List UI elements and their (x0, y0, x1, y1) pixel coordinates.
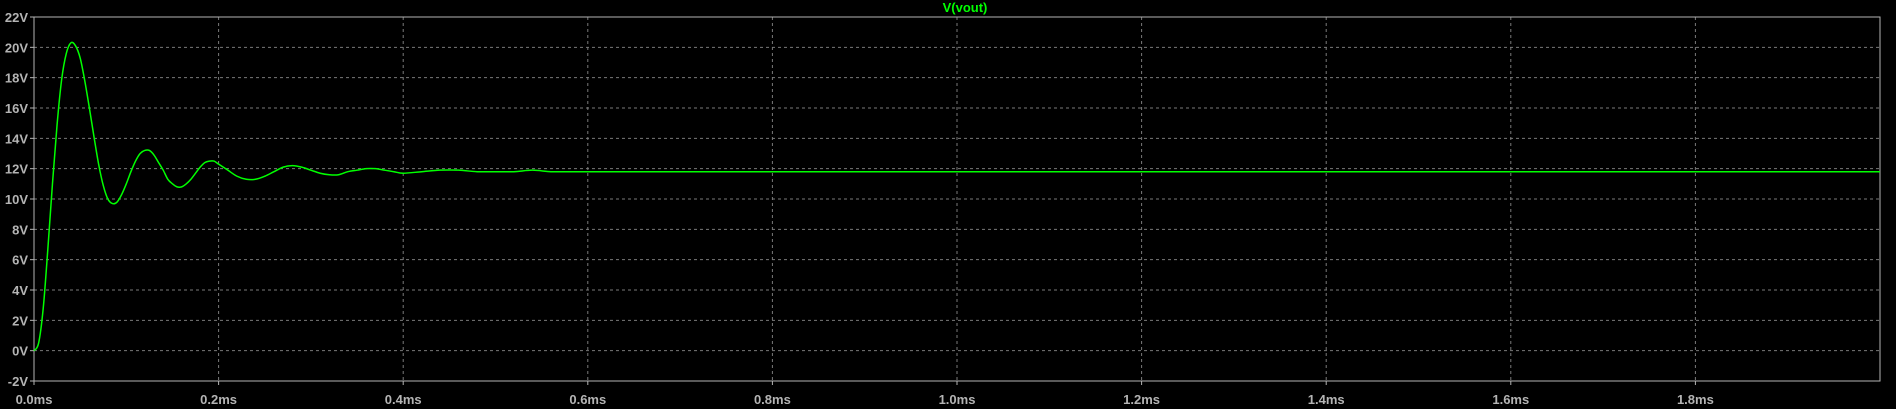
x-tick-label: 1.4ms (1308, 392, 1345, 407)
y-tick-label: 12V (5, 162, 28, 177)
y-tick-label: 2V (12, 313, 28, 328)
x-tick-label: 1.8ms (1677, 392, 1714, 407)
y-tick-label: 0V (12, 344, 28, 359)
y-tick-label: 16V (5, 101, 28, 116)
grid-lines (34, 17, 1880, 381)
trace-title[interactable]: V(vout) (943, 0, 988, 15)
x-tick-label: 0.4ms (385, 392, 422, 407)
x-tick-label: 1.6ms (1492, 392, 1529, 407)
x-tick-label: 1.0ms (939, 392, 976, 407)
x-tick-label: 1.2ms (1123, 392, 1160, 407)
x-tick-label: 0.8ms (754, 392, 791, 407)
y-tick-label: 10V (5, 192, 28, 207)
y-tick-label: 22V (5, 10, 28, 25)
y-tick-label: 14V (5, 131, 28, 146)
x-tick-label: 0.6ms (569, 392, 606, 407)
x-tick-label: 0.0ms (16, 392, 53, 407)
y-tick-label: 20V (5, 40, 28, 55)
y-tick-label: 18V (5, 71, 28, 86)
x-tick-label: 0.2ms (200, 392, 237, 407)
y-tick-label: 8V (12, 222, 28, 237)
y-tick-label: 4V (12, 283, 28, 298)
y-tick-label: -2V (8, 374, 29, 389)
axis-ticks: 0.0ms 0.2ms 0.4ms 0.6ms 0.8ms 1.0ms 1.2ms 1.4ms… (5, 10, 1714, 407)
y-tick-label: 6V (12, 253, 28, 268)
trace-vout (33, 41, 1880, 352)
